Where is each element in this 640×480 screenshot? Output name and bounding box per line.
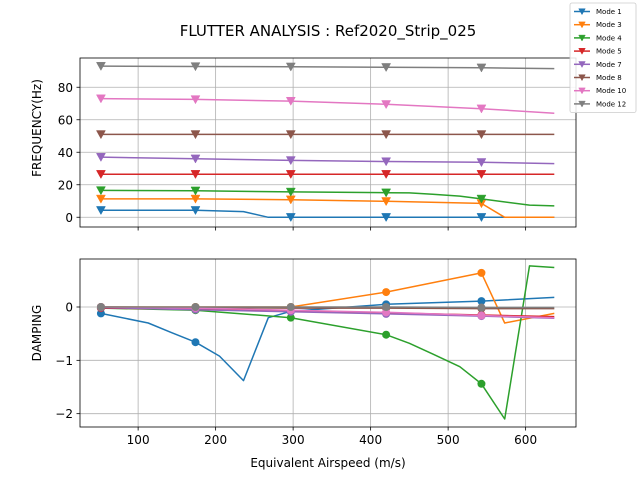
frequency-series-mode-8-point (381, 130, 392, 140)
frequency-series-mode-10-point (96, 94, 106, 104)
frequency-series-mode-10-point (381, 100, 392, 110)
frequency-series-mode-12-point (190, 62, 201, 72)
damping-y-tick-label: −2 (55, 407, 73, 421)
damping-series-mode-1-line (100, 296, 555, 382)
frequency-series-mode-1-point (476, 213, 487, 223)
frequency-series-mode-7-point (190, 154, 201, 164)
frequency-series-mode-10-point (285, 96, 296, 106)
frequency-subplot: 0 20 40 60 80 (58, 57, 577, 231)
frequency-series-mode-12-point (96, 62, 106, 71)
legend-marker-mode-3 (578, 21, 586, 29)
damping-series-mode-1-point (191, 338, 200, 347)
frequency-series-mode-10-line (100, 97, 555, 114)
frequency-series-mode-5-point (476, 170, 487, 179)
frequency-series-mode-4-point (96, 186, 106, 196)
legend-marker-mode-7 (578, 61, 586, 68)
frequency-axes-frame (79, 57, 577, 228)
damping-series-mode-4-point (382, 330, 391, 339)
frequency-series-mode-8-point (285, 130, 296, 140)
legend-marker-mode-1 (578, 8, 586, 16)
frequency-series-mode-1-line (100, 209, 555, 219)
frequency-series-mode-8-point (476, 130, 487, 140)
frequency-series-mode-7-point (381, 157, 392, 167)
legend-label-mode-3: Mode 3 (596, 21, 622, 29)
legend-label-mode-8: Mode 8 (596, 74, 622, 82)
frequency-series-mode-12-line (100, 65, 555, 70)
frequency-series-mode-5-point (190, 170, 201, 179)
x-tick-label: 200 (204, 433, 227, 447)
legend-label-mode-1: Mode 1 (596, 8, 622, 16)
frequency-series-mode-1-point (96, 206, 106, 216)
frequency-series-mode-5-point (381, 170, 392, 179)
damping-series-mode-4-point (477, 379, 486, 388)
damping-series-mode-12-point (96, 303, 105, 311)
frequency-series-mode-8-point (96, 130, 106, 140)
frequency-series-mode-4-line (100, 189, 555, 207)
legend-marker-mode-12 (578, 100, 586, 108)
legend-marker-mode-10 (578, 87, 586, 95)
damping-series-mode-4-point (286, 313, 295, 322)
damping-series-mode-4-line (100, 265, 555, 420)
frequency-series-mode-1-point (285, 213, 296, 223)
damping-series-mode-12-point (286, 303, 295, 311)
x-axis-label: Equivalent Airspeed (m/s) (250, 456, 405, 470)
frequency-y-tick-label: 40 (58, 146, 73, 160)
legend-box (569, 2, 637, 113)
legend-label-mode-7: Mode 7 (596, 61, 622, 69)
damping-subplot: 100 200 300 400 500 600 −2 −1 0 (55, 258, 577, 447)
frequency-y-tick-label: 0 (65, 211, 73, 225)
damping-series-mode-3-point (477, 268, 486, 277)
frequency-y-tick-label: 80 (58, 81, 73, 95)
chart-title: FLUTTER ANALYSIS : Ref2020_Strip_025 (180, 22, 477, 41)
damping-series-mode-12-line (100, 306, 555, 309)
frequency-series-mode-8-point (190, 130, 201, 140)
legend-marker-mode-4 (578, 34, 586, 42)
legend-label-mode-5: Mode 5 (596, 48, 622, 56)
frequency-series-mode-7-line (100, 156, 555, 165)
damping-series-mode-10-line (100, 306, 555, 319)
frequency-series-mode-1-point (190, 206, 201, 216)
legend-marker-mode-8 (578, 74, 586, 82)
frequency-series-mode-12-point (285, 62, 296, 72)
x-tick-label: 500 (437, 433, 460, 447)
frequency-series-mode-4-point (285, 187, 296, 197)
frequency-series-mode-4-point (190, 186, 201, 196)
legend-label-mode-4: Mode 4 (596, 34, 622, 42)
legend-label-mode-10: Mode 10 (596, 87, 626, 95)
frequency-series-mode-7-point (96, 153, 106, 162)
x-tick-label: 600 (514, 433, 537, 447)
damping-series-mode-1-point (477, 297, 486, 306)
frequency-y-tick-label: 60 (58, 113, 73, 127)
damping-y-tick-label: −1 (55, 354, 73, 368)
frequency-y-tick-label: 20 (58, 178, 73, 192)
frequency-series-mode-10-point (476, 104, 487, 114)
damping-axes-frame (79, 258, 577, 428)
damping-series-mode-12-point (382, 303, 391, 311)
frequency-series-mode-4-point (381, 188, 392, 198)
x-tick-label: 300 (282, 433, 305, 447)
legend-marker-mode-5 (578, 48, 586, 55)
frequency-series-mode-4-point (476, 194, 487, 204)
frequency-series-mode-12-point (476, 63, 487, 73)
y-axis-label-frequency: FREQUENCY(Hz) (30, 79, 44, 177)
damping-series-mode-3-point (382, 288, 391, 297)
y-axis-label-damping: DAMPING (30, 305, 44, 362)
damping-series-mode-12-point (477, 303, 486, 312)
x-tick-label: 100 (127, 433, 150, 447)
damping-series-mode-10-point (477, 311, 486, 320)
frequency-series-mode-12-point (381, 63, 392, 73)
legend-label-mode-12: Mode 12 (596, 100, 626, 108)
legend: Mode 1 Mode 3 Mode 4 Mode 5 Mode 7 Mode 8 Mode… (569, 2, 637, 113)
frequency-series-mode-7-point (476, 158, 487, 168)
frequency-series-mode-7-point (285, 156, 296, 166)
x-tick-label: 400 (359, 433, 382, 447)
damping-series-mode-12-point (191, 303, 200, 311)
frequency-series-mode-5-point (285, 170, 296, 179)
frequency-series-mode-10-point (190, 95, 201, 105)
damping-y-tick-label: 0 (65, 301, 73, 315)
frequency-series-mode-5-point (96, 170, 106, 179)
frequency-series-mode-1-point (381, 213, 392, 223)
